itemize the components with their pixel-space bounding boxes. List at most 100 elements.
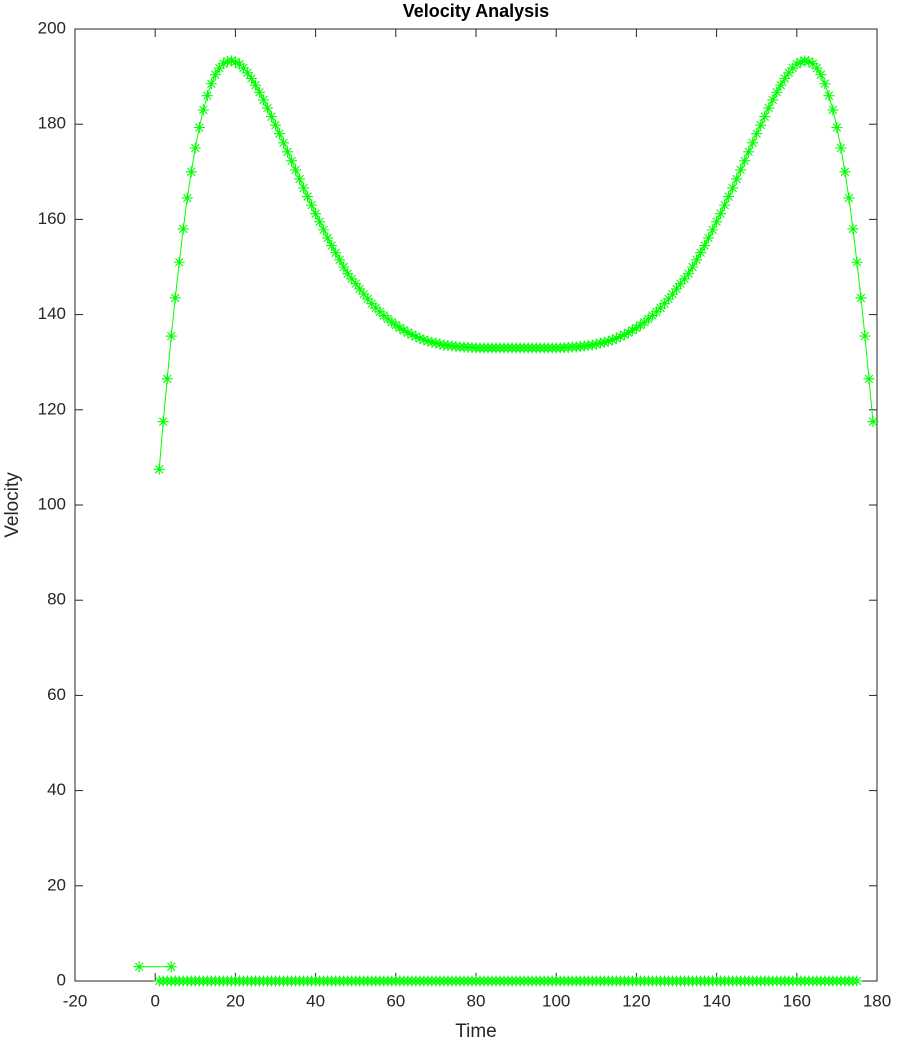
y-tick-label: 200	[38, 18, 66, 37]
data-point	[358, 288, 370, 300]
y-tick-label: 40	[47, 780, 66, 799]
data-point	[751, 128, 763, 140]
data-point	[843, 192, 855, 204]
data-point	[193, 122, 205, 134]
data-point	[675, 278, 687, 290]
data-point	[217, 58, 229, 70]
data-point	[306, 199, 318, 211]
data-point	[398, 324, 410, 336]
y-axis-label: Velocity	[2, 472, 23, 538]
data-point	[201, 90, 213, 102]
data-point	[819, 78, 831, 90]
data-point	[302, 191, 314, 203]
x-tick-label: 80	[467, 991, 486, 1010]
data-point	[855, 292, 867, 304]
y-tick-label: 180	[38, 114, 66, 133]
data-point	[747, 137, 759, 149]
data-point	[851, 256, 863, 268]
data-point	[173, 256, 185, 268]
data-point	[610, 332, 622, 344]
data-point	[197, 104, 209, 116]
data-point	[265, 111, 277, 123]
x-tick-label: 180	[863, 991, 891, 1010]
data-point	[622, 327, 634, 339]
x-tick-label: 0	[150, 991, 159, 1010]
data-point	[430, 337, 442, 349]
data-point	[614, 330, 626, 342]
data-point	[779, 73, 791, 85]
data-point	[422, 335, 434, 347]
data-point	[330, 247, 342, 259]
data-point	[342, 268, 354, 280]
data-point	[735, 164, 747, 176]
data-point	[386, 316, 398, 328]
data-point	[402, 327, 414, 339]
data-point	[811, 62, 823, 74]
data-point	[165, 961, 177, 973]
data-point	[213, 62, 225, 74]
data-point	[157, 416, 169, 428]
data-point	[626, 324, 638, 336]
data-point	[646, 310, 658, 322]
y-tick-label: 0	[57, 970, 66, 989]
data-point	[831, 122, 843, 134]
data-point	[703, 232, 715, 244]
data-point	[847, 223, 859, 235]
data-point	[318, 224, 330, 236]
data-point	[241, 67, 253, 79]
data-point	[787, 62, 799, 74]
data-point	[662, 293, 674, 305]
data-point	[161, 373, 173, 385]
x-tick-label: 60	[386, 991, 405, 1010]
data-point	[133, 961, 145, 973]
data-point	[418, 334, 430, 346]
data-point	[225, 55, 237, 67]
data-point	[249, 79, 261, 91]
data-point	[598, 336, 610, 348]
plot-box	[74, 28, 878, 982]
data-point	[691, 254, 703, 266]
data-point	[807, 58, 819, 70]
data-point	[153, 463, 165, 475]
data-point	[237, 62, 249, 74]
data-point	[209, 69, 221, 81]
data-point	[298, 182, 310, 194]
y-tick-label: 160	[38, 209, 66, 228]
data-point	[434, 338, 446, 350]
x-tick-label: -20	[63, 991, 88, 1010]
data-point	[181, 192, 193, 204]
data-point	[290, 164, 302, 176]
data-point	[370, 302, 382, 314]
data-point	[346, 273, 358, 285]
data-point	[679, 273, 691, 285]
data-point	[362, 293, 374, 305]
data-point	[310, 208, 322, 220]
data-point	[606, 334, 618, 346]
data-point	[827, 104, 839, 116]
data-point	[630, 322, 642, 334]
data-point	[390, 319, 402, 331]
data-point	[666, 288, 678, 300]
data-point	[695, 247, 707, 259]
data-point	[322, 232, 334, 244]
data-point	[867, 416, 879, 428]
chart-title: Velocity Analysis	[403, 1, 549, 21]
data-point	[671, 283, 682, 295]
data-point	[658, 298, 670, 310]
y-tick-label: 100	[38, 494, 66, 513]
data-point	[727, 182, 739, 194]
data-point	[169, 292, 181, 304]
data-point	[823, 90, 835, 102]
data-point	[426, 336, 438, 348]
data-point	[731, 173, 743, 185]
data-point	[755, 119, 767, 131]
data-point	[350, 278, 362, 290]
data-point	[815, 69, 827, 81]
data-point	[314, 216, 326, 228]
data-point	[245, 73, 257, 85]
data-point	[743, 146, 755, 158]
x-tick-label: 40	[306, 991, 325, 1010]
data-point	[205, 78, 217, 90]
data-point	[338, 261, 350, 273]
data-point	[270, 119, 281, 131]
